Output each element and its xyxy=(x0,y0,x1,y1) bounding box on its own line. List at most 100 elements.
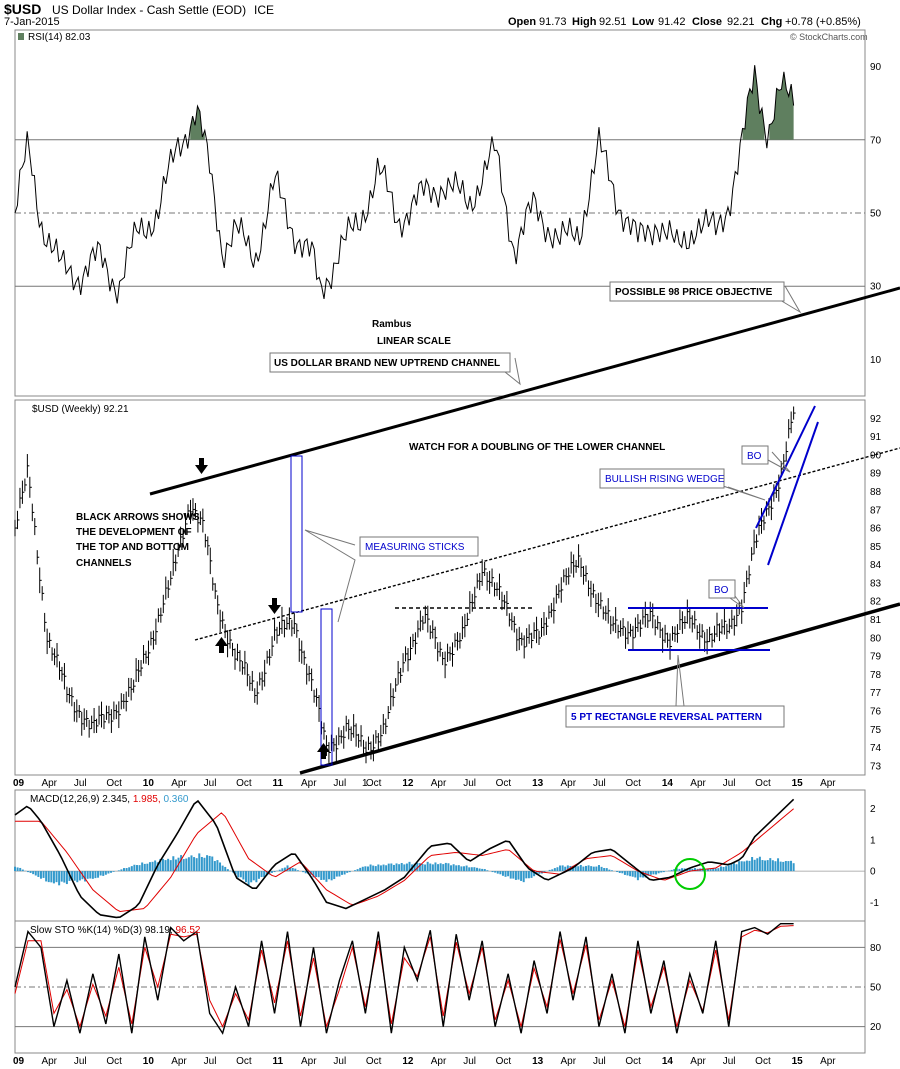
macd-histogram-bar xyxy=(447,863,450,872)
bottom-x-tick-label: Jul xyxy=(333,1056,346,1067)
bottom-x-tick-label: Jul xyxy=(723,1056,736,1067)
macd-histogram-bar xyxy=(761,860,764,872)
macd-histogram-bar xyxy=(213,861,216,872)
arrow-down-2010 xyxy=(195,458,208,474)
macd-histogram-bar xyxy=(714,868,717,872)
macd-histogram-bar xyxy=(670,869,673,872)
macd-histogram-bar xyxy=(208,855,211,872)
macd-histogram-bar xyxy=(566,865,569,872)
price-y-tick-label: 80 xyxy=(870,633,882,644)
macd-histogram-bar xyxy=(753,859,756,872)
bottom-x-tick-label: 10 xyxy=(143,1056,155,1067)
macd-histogram-bar xyxy=(605,868,608,872)
macd-histogram-bar xyxy=(408,861,411,872)
macd-histogram-bar xyxy=(333,871,336,880)
macd-histogram-bar xyxy=(538,871,541,874)
close-value: 92.21 xyxy=(727,16,755,28)
price-bars xyxy=(14,406,796,764)
price-x-tick-label: Apr xyxy=(690,778,706,789)
macd-histogram-bar xyxy=(141,862,144,872)
macd-y-tick-label: 1 xyxy=(870,835,876,846)
macd-histogram-bar xyxy=(530,871,533,878)
macd-histogram-bar xyxy=(792,863,795,872)
linear-scale-text: LINEAR SCALE xyxy=(377,336,451,347)
macd-legend: MACD(12,26,9) 2.345, 1.985, 0.360 xyxy=(30,794,189,805)
macd-histogram-bar xyxy=(621,871,624,874)
macd-histogram-bar xyxy=(97,871,100,878)
price-x-tick-label: Apr xyxy=(820,778,836,789)
macd-histogram-bar xyxy=(78,871,81,881)
macd-histogram-bar xyxy=(556,867,559,872)
macd-histogram-bar xyxy=(182,859,185,872)
macd-histogram-bar xyxy=(273,871,276,873)
macd-histogram-bar xyxy=(413,863,416,872)
price-x-tick-label: Apr xyxy=(171,778,187,789)
macd-histogram-bar xyxy=(629,871,632,877)
macd-histogram-bar xyxy=(577,866,580,872)
channel-midline xyxy=(194,447,900,641)
macd-histogram-bar xyxy=(652,871,655,875)
macd-histogram-bar xyxy=(688,868,691,872)
uptrend-callout-text: US DOLLAR BRAND NEW UPTREND CHANNEL xyxy=(274,358,500,369)
bottom-x-tick-label: Oct xyxy=(625,1056,641,1067)
macd-histogram-bar xyxy=(26,871,29,873)
macd-histogram-bar xyxy=(73,871,76,881)
rsi-overbought-fill xyxy=(769,71,794,140)
macd-histogram-bar xyxy=(439,863,442,872)
macd-histogram-bar xyxy=(270,871,273,873)
macd-histogram-bar xyxy=(743,861,746,872)
macd-histogram-bar xyxy=(338,871,341,877)
macd-histogram-bar xyxy=(315,871,318,878)
macd-histogram-bar xyxy=(481,868,484,872)
arrow-up-2011 xyxy=(317,743,330,759)
macd-histogram-bar xyxy=(257,871,260,879)
rectangle-callout-box xyxy=(565,705,785,728)
price-y-tick-label: 91 xyxy=(870,432,882,443)
price-y-tick-label: 75 xyxy=(870,725,882,736)
measuring-stick-upper xyxy=(290,455,303,613)
macd-histogram-bar xyxy=(777,858,780,872)
bottom-x-tick-label: 13 xyxy=(532,1056,544,1067)
macd-histogram-bar xyxy=(268,871,271,875)
macd-histogram-bar xyxy=(499,871,502,875)
tick-labels: 1030507090737475767778798081828384858687… xyxy=(13,62,882,1067)
macd-histogram-bar xyxy=(426,861,429,872)
macd-histogram-bar xyxy=(468,867,471,872)
macd-histogram-bar xyxy=(673,869,676,872)
macd-histogram-bar xyxy=(283,867,286,872)
macd-histogram-bar xyxy=(730,864,733,872)
macd-histogram-bar xyxy=(45,871,48,882)
macd-histogram-bar xyxy=(437,864,440,872)
macd-histogram-bar xyxy=(790,860,793,872)
macd-histogram-bar xyxy=(91,871,94,879)
macd-histogram-bar xyxy=(649,871,652,875)
macd-histogram-bar xyxy=(32,871,35,875)
macd-histogram-bar xyxy=(764,860,767,872)
lower-channel-line xyxy=(299,602,900,775)
measuring-callout-pointer xyxy=(304,529,356,623)
macd-histogram-bar xyxy=(317,871,320,878)
macd-histogram-bar xyxy=(19,867,22,872)
bottom-x-tick-label: Oct xyxy=(106,1056,122,1067)
macd-histogram-bar xyxy=(346,871,349,873)
macd-histogram-bar xyxy=(216,860,219,872)
price-y-tick-label: 74 xyxy=(870,743,882,754)
sto-d-line xyxy=(14,925,794,1029)
macd-histogram-bar xyxy=(379,865,382,872)
macd-histogram-bar xyxy=(681,868,684,872)
price-x-tick-label: Jul xyxy=(204,778,217,789)
macd-histogram-bar xyxy=(250,871,253,883)
macd-histogram-bar xyxy=(597,865,600,872)
macd-histogram-bar xyxy=(146,863,149,872)
macd-histogram-bar xyxy=(120,869,123,872)
price-x-tick-label: Oct xyxy=(496,778,512,789)
macd-histogram-bar xyxy=(174,859,177,872)
macd-histogram-bar xyxy=(787,861,790,872)
macd-legend-signal: 1.985, xyxy=(133,794,161,805)
macd-y-tick-label: -1 xyxy=(870,898,879,909)
macd-histogram-bar xyxy=(639,871,642,878)
macd-histogram-bar xyxy=(167,858,170,872)
macd-histogram-bar xyxy=(289,867,292,872)
macd-histogram-bar xyxy=(691,868,694,872)
black-arrows-text-1: BLACK ARROWS SHOWS xyxy=(76,512,200,523)
